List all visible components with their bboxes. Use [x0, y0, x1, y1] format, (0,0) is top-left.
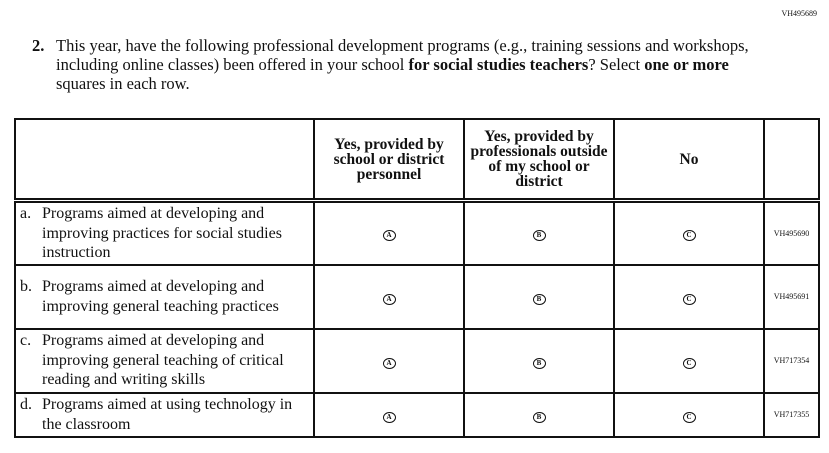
- option-cell: A: [313, 391, 465, 438]
- response-grid: Yes, provided by school or district pers…: [14, 118, 820, 438]
- row-letter: b.: [20, 278, 32, 295]
- option-bubble-b[interactable]: B: [532, 411, 546, 423]
- row-item: a. Programs aimed at developing and impro…: [14, 199, 315, 266]
- row-id: VH717354: [763, 327, 820, 394]
- option-cell: A: [313, 199, 465, 266]
- question-2: 2. This year, have the following profess…: [32, 36, 752, 93]
- row-id: VH495691: [763, 263, 820, 330]
- row-letter: c.: [20, 332, 32, 350]
- question-number: 2.: [32, 36, 45, 55]
- header-item: [14, 118, 315, 202]
- row-text: Programs aimed at developing and improvi…: [42, 278, 279, 315]
- option-cell: A: [313, 327, 465, 394]
- row-text: Programs aimed at developing and improvi…: [42, 332, 284, 389]
- option-bubble-b[interactable]: B: [532, 293, 546, 305]
- row-item: c. Programs aimed at developing and impro…: [14, 327, 315, 394]
- question-text: This year, have the following profession…: [56, 36, 749, 93]
- option-bubble-a[interactable]: A: [382, 357, 396, 369]
- row-item: b. Programs aimed at developing and impro…: [14, 263, 315, 330]
- option-cell: B: [463, 263, 615, 330]
- row-id: VH717355: [763, 391, 820, 438]
- row-text: Programs aimed at developing and improvi…: [42, 205, 282, 261]
- option-cell: C: [613, 391, 765, 438]
- option-bubble-a[interactable]: A: [382, 230, 396, 242]
- option-bubble-a[interactable]: A: [382, 411, 396, 423]
- header-school-personnel: Yes, provided by school or district pers…: [313, 118, 465, 202]
- table-row: c. Programs aimed at developing and impro…: [14, 327, 820, 394]
- option-bubble-a[interactable]: A: [382, 293, 396, 305]
- option-bubble-b[interactable]: B: [532, 230, 546, 242]
- document-id: VH495689: [781, 9, 817, 18]
- row-text: Programs aimed at using technology in th…: [42, 396, 293, 433]
- header-no: No: [613, 118, 765, 202]
- header-id: [763, 118, 820, 202]
- row-item: d. Programs aimed at using technology in …: [14, 391, 315, 438]
- row-letter: d.: [20, 396, 32, 413]
- option-bubble-c[interactable]: C: [682, 357, 696, 369]
- option-cell: C: [613, 263, 765, 330]
- option-bubble-c[interactable]: C: [682, 230, 696, 242]
- option-cell: C: [613, 199, 765, 266]
- table-row: d. Programs aimed at using technology in …: [14, 391, 820, 438]
- header-row: Yes, provided by school or district pers…: [14, 118, 820, 202]
- option-bubble-c[interactable]: C: [682, 293, 696, 305]
- row-id: VH495690: [763, 199, 820, 266]
- header-outside-professionals: Yes, provided by professionals outside o…: [463, 118, 615, 202]
- table-row: a. Programs aimed at developing and impro…: [14, 199, 820, 266]
- option-cell: B: [463, 327, 615, 394]
- option-bubble-c[interactable]: C: [682, 411, 696, 423]
- option-cell: A: [313, 263, 465, 330]
- table-row: b. Programs aimed at developing and impro…: [14, 263, 820, 330]
- option-cell: C: [613, 327, 765, 394]
- row-letter: a.: [20, 205, 32, 222]
- option-bubble-b[interactable]: B: [532, 357, 546, 369]
- option-cell: B: [463, 199, 615, 266]
- option-cell: B: [463, 391, 615, 438]
